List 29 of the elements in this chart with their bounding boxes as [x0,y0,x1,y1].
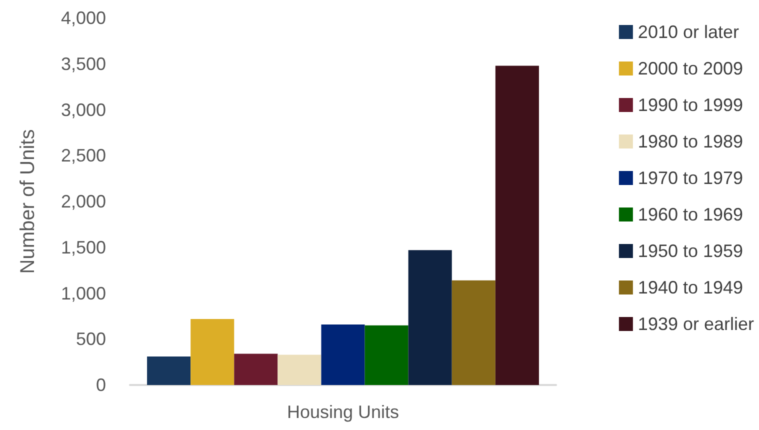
y-tick-label: 4,000 [60,8,106,28]
bar [408,250,452,385]
y-tick-label: 500 [76,329,106,350]
legend-label: 1990 to 1999 [638,95,744,115]
legend-label: 2010 or later [638,22,740,42]
x-tick-label: Housing Units [286,402,400,422]
y-tick-label: 0 [96,375,106,395]
legend-label: 1950 to 1959 [638,241,744,261]
legend-label: 1980 to 1989 [638,132,744,152]
y-tick-label: 2,500 [60,146,106,166]
legend-label: 1940 to 1949 [638,278,744,298]
bar [364,325,408,385]
y-tick-label: 1,000 [60,283,106,304]
bar [278,354,322,385]
bar [495,66,539,385]
legend-label: 1939 or earlier [638,314,754,334]
y-tick-label: 1,500 [60,237,106,258]
legend-label: 1960 to 1969 [638,204,744,224]
bar [452,280,496,385]
y-tick-label: 3,000 [60,100,106,120]
legend-label: 2000 to 2009 [638,58,744,78]
y-tick-label: 3,500 [60,54,106,74]
y-tick-label: 2,000 [60,192,106,212]
bar [234,354,278,385]
legend-label: 1970 to 1979 [638,168,744,188]
y-axis-title: Number of Units [17,129,39,274]
bar [321,324,365,385]
bar [147,356,191,385]
bar [190,318,234,385]
